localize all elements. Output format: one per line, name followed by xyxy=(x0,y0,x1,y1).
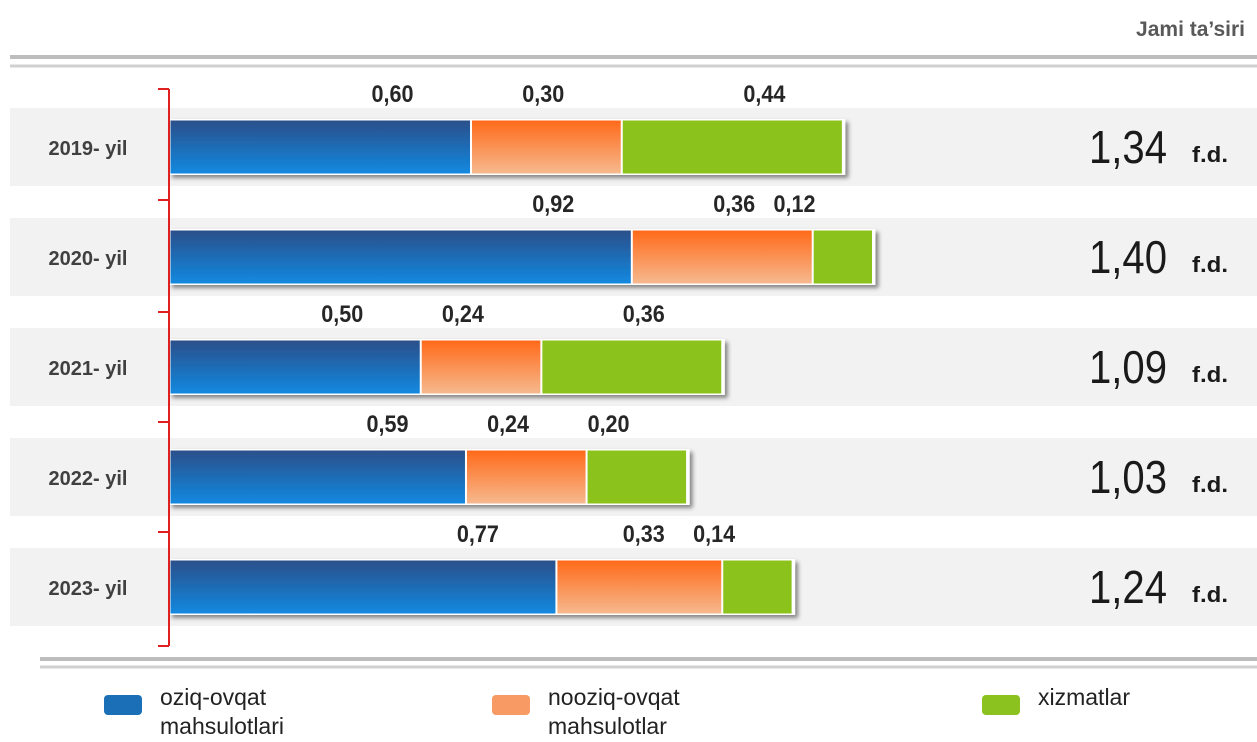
bar-nonfood xyxy=(466,450,586,504)
value-label-services: 0,44 xyxy=(743,81,786,108)
total-unit: f.d. xyxy=(1192,252,1228,277)
legend-swatch-services xyxy=(982,695,1020,715)
value-label-food: 0,77 xyxy=(457,521,499,548)
legend-swatch-nonfood xyxy=(492,695,530,715)
legend-label-food: oziq-ovqat mahsulotlari xyxy=(160,684,284,739)
bar-food xyxy=(170,230,631,284)
total-unit: f.d. xyxy=(1192,142,1228,167)
bar-services xyxy=(723,560,792,614)
legend-item-nonfood: nooziq-ovqat mahsulotlar xyxy=(492,683,680,741)
category-label: 2022- yil xyxy=(49,468,128,490)
value-label-services: 0,20 xyxy=(588,411,630,438)
bar-services xyxy=(813,230,872,284)
value-label-nonfood: 0,24 xyxy=(442,301,485,328)
value-label-food: 0,92 xyxy=(532,191,574,218)
bar-food xyxy=(170,450,465,504)
bar-food xyxy=(170,560,556,614)
legend-label-nonfood: nooziq-ovqat mahsulotlar xyxy=(548,684,680,739)
bar-group xyxy=(169,339,725,395)
bar-group xyxy=(169,229,876,285)
legend-swatch-food xyxy=(104,695,142,715)
value-label-nonfood: 0,24 xyxy=(487,411,530,438)
value-label-nonfood: 0,33 xyxy=(623,521,665,548)
value-label-nonfood: 0,30 xyxy=(522,81,564,108)
bar-nonfood xyxy=(632,230,812,284)
total-value: 1,24 xyxy=(1089,561,1167,613)
total-value: 1,09 xyxy=(1089,341,1167,393)
bar-services xyxy=(587,450,687,504)
value-label-nonfood: 0,36 xyxy=(713,191,755,218)
legend-item-services: xizmatlar xyxy=(982,683,1130,715)
bar-group xyxy=(169,559,796,615)
total-value: 1,34 xyxy=(1089,121,1167,173)
bar-group xyxy=(169,119,846,175)
value-label-food: 0,60 xyxy=(372,81,414,108)
total-value: 1,40 xyxy=(1089,231,1167,283)
value-label-services: 0,36 xyxy=(623,301,665,328)
category-label: 2021- yil xyxy=(49,358,128,380)
bar-food xyxy=(170,340,420,394)
category-label: 2023- yil xyxy=(49,578,128,600)
value-label-services: 0,14 xyxy=(693,521,736,548)
category-label: 2020- yil xyxy=(49,248,128,270)
category-label: 2019- yil xyxy=(49,138,128,160)
bar-food xyxy=(170,120,470,174)
legend-item-food: oziq-ovqat mahsulotlari xyxy=(104,683,284,741)
value-label-food: 0,50 xyxy=(321,301,363,328)
total-effect-title: Jami ta’siri xyxy=(1136,18,1245,41)
bar-group xyxy=(169,449,690,505)
value-label-food: 0,59 xyxy=(366,411,408,438)
bar-nonfood xyxy=(557,560,722,614)
legend-label-services: xizmatlar xyxy=(1038,684,1131,710)
total-value: 1,03 xyxy=(1089,451,1167,503)
total-unit: f.d. xyxy=(1192,362,1228,387)
total-unit: f.d. xyxy=(1192,582,1228,607)
bar-nonfood xyxy=(472,120,621,174)
bar-services xyxy=(622,120,842,174)
value-label-services: 0,12 xyxy=(774,191,816,218)
bar-nonfood xyxy=(421,340,541,394)
bar-services xyxy=(542,340,722,394)
total-unit: f.d. xyxy=(1192,472,1228,497)
chart-svg: 2019- yil 0,60 0,30 0,44 1,34 f.d. 2020- yil 0,… xyxy=(10,55,1257,669)
